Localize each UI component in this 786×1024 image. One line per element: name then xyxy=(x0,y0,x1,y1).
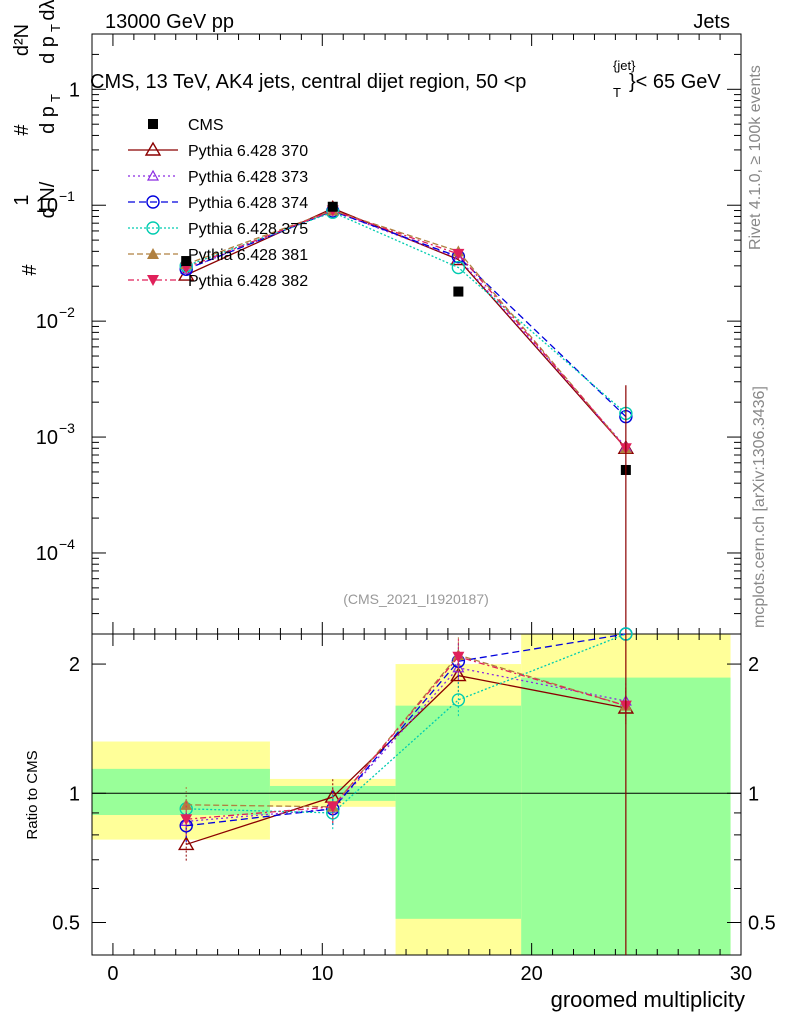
ratio-point-p382 xyxy=(452,651,465,663)
ratio-line-p373 xyxy=(186,667,626,823)
ratio-series-group xyxy=(177,627,635,955)
lower-ylabel: Ratio to CMS xyxy=(24,750,41,839)
series-line-p381 xyxy=(185,209,627,449)
ylabel-dpt: d p xyxy=(37,106,59,134)
ylabel-numerator: # xyxy=(19,264,41,276)
upper-ytick-exponent: −3 xyxy=(59,420,75,436)
ratio-line-p370 xyxy=(186,674,626,846)
ratio-point-p370 xyxy=(177,836,195,851)
ratio-point-p382 xyxy=(180,814,193,826)
legend: CMS Pythia 6.428 370 Pythia 6.428 373 Pythi… xyxy=(128,117,308,290)
point-cms xyxy=(181,256,192,267)
point-p382 xyxy=(452,248,465,260)
legend-label-p374: Pythia 6.428 374 xyxy=(188,195,308,212)
x-tick-label: 10 xyxy=(311,963,333,985)
legend-marker-p374 xyxy=(146,195,160,209)
main-title-text: CMS, 13 TeV, AK4 jets, central dijet reg… xyxy=(90,71,526,93)
ratio-line-p381 xyxy=(186,654,627,808)
ratio-point-p382 xyxy=(326,801,339,813)
lower-ytick-label: 2 xyxy=(69,654,80,676)
point-p375 xyxy=(451,260,466,275)
band-inner-0 xyxy=(92,768,270,816)
upper-ylabel: # 1 d N/ d p T # d²N d p T dλ xyxy=(11,0,63,276)
upper-ytick-label: 10 xyxy=(36,427,58,449)
lower-frame-box xyxy=(91,633,742,956)
ylabel-dn: d N/ xyxy=(37,181,59,218)
legend-label-p381: Pythia 6.428 381 xyxy=(188,247,308,264)
ylabel-d2n: d²N xyxy=(11,24,33,56)
legend-label-p382: Pythia 6.428 382 xyxy=(188,273,308,290)
legend-marker-p370 xyxy=(144,141,162,156)
ratio-line-p375 xyxy=(186,633,627,814)
x-tick-label: 20 xyxy=(521,963,543,985)
lower-ytick-label-right: 0.5 xyxy=(748,912,776,934)
analysis-tag: (CMS_2021_I1920187) xyxy=(343,591,489,607)
legend-label-p373: Pythia 6.428 373 xyxy=(188,169,308,186)
series-line-p375 xyxy=(185,211,627,414)
ratio-point-p375 xyxy=(451,693,466,707)
main-title-subscript: T xyxy=(613,85,621,100)
ratio-point-p370 xyxy=(450,667,467,682)
ylabel-dptdl: d p xyxy=(37,36,59,64)
upper-ytick-exponent: −1 xyxy=(59,188,75,204)
side-mcplots-text: mcplots.cern.ch [arXiv:1306.3436] xyxy=(751,386,768,628)
lower-ytick-label: 1 xyxy=(69,783,80,805)
main-title-tail: }< 65 GeV xyxy=(629,71,721,93)
x-axis-label: groomed multiplicity xyxy=(551,987,745,1012)
lower-ytick-label-right: 1 xyxy=(748,783,759,805)
ratio-line-p382 xyxy=(186,656,627,820)
legend-marker-p373 xyxy=(146,169,160,181)
lower-ytick-label: 0.5 xyxy=(52,912,80,934)
header-energy: 13000 GeV pp xyxy=(105,11,234,33)
lower-ytick-label-right: 2 xyxy=(748,654,759,676)
main-title-superscript: {jet} xyxy=(613,58,636,73)
ylabel-dpt-sub: T xyxy=(48,94,63,102)
legend-label-cms: CMS xyxy=(188,117,224,134)
point-cms xyxy=(327,201,338,212)
series-line-p374 xyxy=(185,210,627,418)
ylabel-one: 1 xyxy=(11,194,33,205)
x-tick-label: 30 xyxy=(730,963,752,985)
upper-ytick-label: 10 xyxy=(36,195,58,217)
ratio-point-p381 xyxy=(180,798,193,810)
main-title: CMS, 13 TeV, AK4 jets, central dijet reg… xyxy=(90,71,526,93)
upper-ytick-exponent: −4 xyxy=(59,536,75,552)
ylabel-lambda: dλ xyxy=(37,0,59,21)
upper-series-group xyxy=(177,199,635,634)
legend-label-p370: Pythia 6.428 370 xyxy=(188,143,308,160)
ylabel-hash: # xyxy=(11,124,33,136)
band-inner-2 xyxy=(395,705,522,919)
point-cms xyxy=(453,286,464,297)
x-tick-label: 0 xyxy=(107,963,118,985)
ratio-bands xyxy=(92,634,731,955)
upper-ytick-label: 10 xyxy=(36,543,58,565)
side-rivet-text: Rivet 4.1.0, ≥ 100k events xyxy=(747,65,764,250)
legend-marker-p381 xyxy=(147,248,159,259)
legend-marker-p375 xyxy=(146,221,160,235)
ylabel-dptdl-sub: T xyxy=(48,24,63,32)
legend-marker-p382 xyxy=(147,275,159,286)
legend-marker-cms xyxy=(148,119,158,129)
upper-ytick-label: 10 xyxy=(36,311,58,333)
header-process: Jets xyxy=(693,11,730,33)
ratio-line-p374 xyxy=(186,633,626,827)
legend-label-p375: Pythia 6.428 375 xyxy=(188,221,308,238)
upper-ytick-exponent: −2 xyxy=(59,304,75,320)
lower-panel xyxy=(91,633,742,956)
upper-ytick-label: 1 xyxy=(69,79,80,101)
